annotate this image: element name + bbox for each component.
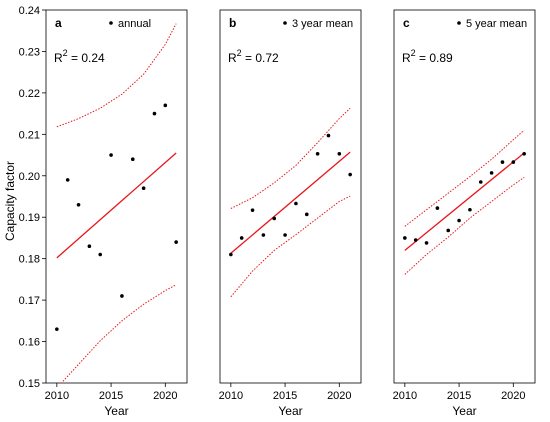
- data-point: [130, 157, 135, 161]
- data-point: [152, 111, 157, 116]
- plot-frame: [219, 9, 362, 384]
- data-point: [239, 236, 244, 240]
- x-tick-label: 2015: [447, 390, 471, 402]
- x-tick-label: 2015: [99, 390, 123, 402]
- data-point: [403, 236, 407, 240]
- data-point: [261, 233, 266, 237]
- data-point: [326, 133, 331, 138]
- data-point: [413, 238, 418, 242]
- data-point: [522, 152, 526, 156]
- x-tick-label: 2010: [393, 390, 417, 402]
- y-tick-label: 0.20: [19, 171, 40, 183]
- panel-b: 2010 2015 2020 Year b 3 year mean R2 = 0.72: [219, 9, 362, 418]
- data-point: [446, 228, 451, 233]
- r-squared-annotation: R2 = 0.24: [54, 48, 105, 65]
- y-tick-label: 0.15: [19, 378, 40, 390]
- legend-entry: 3 year mean: [292, 18, 353, 30]
- legend-marker: [457, 21, 461, 25]
- x-tick-label: 2015: [273, 390, 297, 402]
- data-point: [337, 152, 342, 156]
- x-tick-label: 2010: [45, 390, 69, 402]
- panel-label: b: [229, 16, 236, 30]
- y-tick-label: 0.22: [19, 88, 40, 100]
- plot-frame: [393, 9, 536, 384]
- regression-line: [56, 152, 177, 259]
- legend-marker: [109, 21, 113, 25]
- legend-entry: annual: [118, 18, 151, 30]
- x-tick-label: 2010: [219, 390, 243, 402]
- y-axis-label: Capacity factor: [3, 161, 17, 241]
- data-point: [283, 233, 287, 237]
- plot-frame: [45, 9, 188, 384]
- x-tick-label: 2020: [501, 390, 525, 402]
- data-point: [250, 208, 255, 212]
- data-point: [500, 160, 505, 164]
- y-tick-label: 0.16: [19, 337, 40, 349]
- data-point: [55, 327, 59, 331]
- data-point: [511, 160, 516, 164]
- data-point: [468, 207, 472, 212]
- confidence-band-lower: [404, 177, 525, 275]
- r-squared-annotation: R2 = 0.89: [402, 48, 453, 65]
- confidence-band-upper: [56, 23, 177, 128]
- y-tick-label: 0.21: [19, 129, 40, 141]
- x-tick-label: 2020: [153, 390, 177, 402]
- legend-entry: 5 year mean: [466, 18, 527, 30]
- regression-line: [404, 152, 525, 251]
- data-point: [435, 206, 440, 210]
- data-point: [294, 201, 298, 206]
- r-squared-annotation: R2 = 0.72: [228, 48, 279, 65]
- data-point: [304, 212, 309, 217]
- data-point: [76, 202, 81, 207]
- y-tick-label: 0.23: [19, 46, 40, 58]
- data-point: [65, 178, 70, 182]
- y-tick-label: 0.24: [19, 5, 40, 17]
- data-point: [315, 152, 320, 156]
- legend-marker: [283, 21, 287, 25]
- data-point: [87, 244, 92, 249]
- data-point: [457, 218, 461, 223]
- panel-label: c: [403, 16, 410, 30]
- confidence-band-lower: [230, 195, 351, 298]
- panel-label: a: [55, 16, 62, 30]
- data-point: [174, 240, 178, 244]
- confidence-band-lower: [60, 284, 177, 383]
- data-point: [109, 153, 113, 157]
- data-point: [98, 252, 103, 257]
- x-axis-label: Year: [104, 404, 128, 418]
- y-tick-label: 0.19: [19, 212, 40, 224]
- data-point: [141, 186, 146, 191]
- data-point: [478, 180, 483, 184]
- y-tick-label: 0.17: [19, 295, 40, 307]
- data-point: [348, 172, 352, 177]
- panel-a: 0.15 0.16 0.17 0.18 0.19 0.20 0.21 0.22 0.23 0.24…: [19, 5, 188, 418]
- confidence-band-upper: [230, 107, 351, 209]
- regression-line: [230, 151, 351, 254]
- data-point: [489, 171, 494, 175]
- data-point: [229, 252, 233, 257]
- x-axis-label: Year: [278, 404, 302, 418]
- data-point: [424, 241, 429, 245]
- data-point: [163, 103, 168, 108]
- data-point: [272, 216, 277, 221]
- data-point: [120, 294, 124, 298]
- confidence-band-upper: [404, 129, 525, 227]
- y-tick-label: 0.18: [19, 254, 40, 266]
- x-tick-label: 2020: [327, 390, 351, 402]
- panel-c: 2010 2015 2020 Year c 5 year mean R2 = 0.89: [393, 9, 536, 418]
- x-axis-label: Year: [452, 404, 476, 418]
